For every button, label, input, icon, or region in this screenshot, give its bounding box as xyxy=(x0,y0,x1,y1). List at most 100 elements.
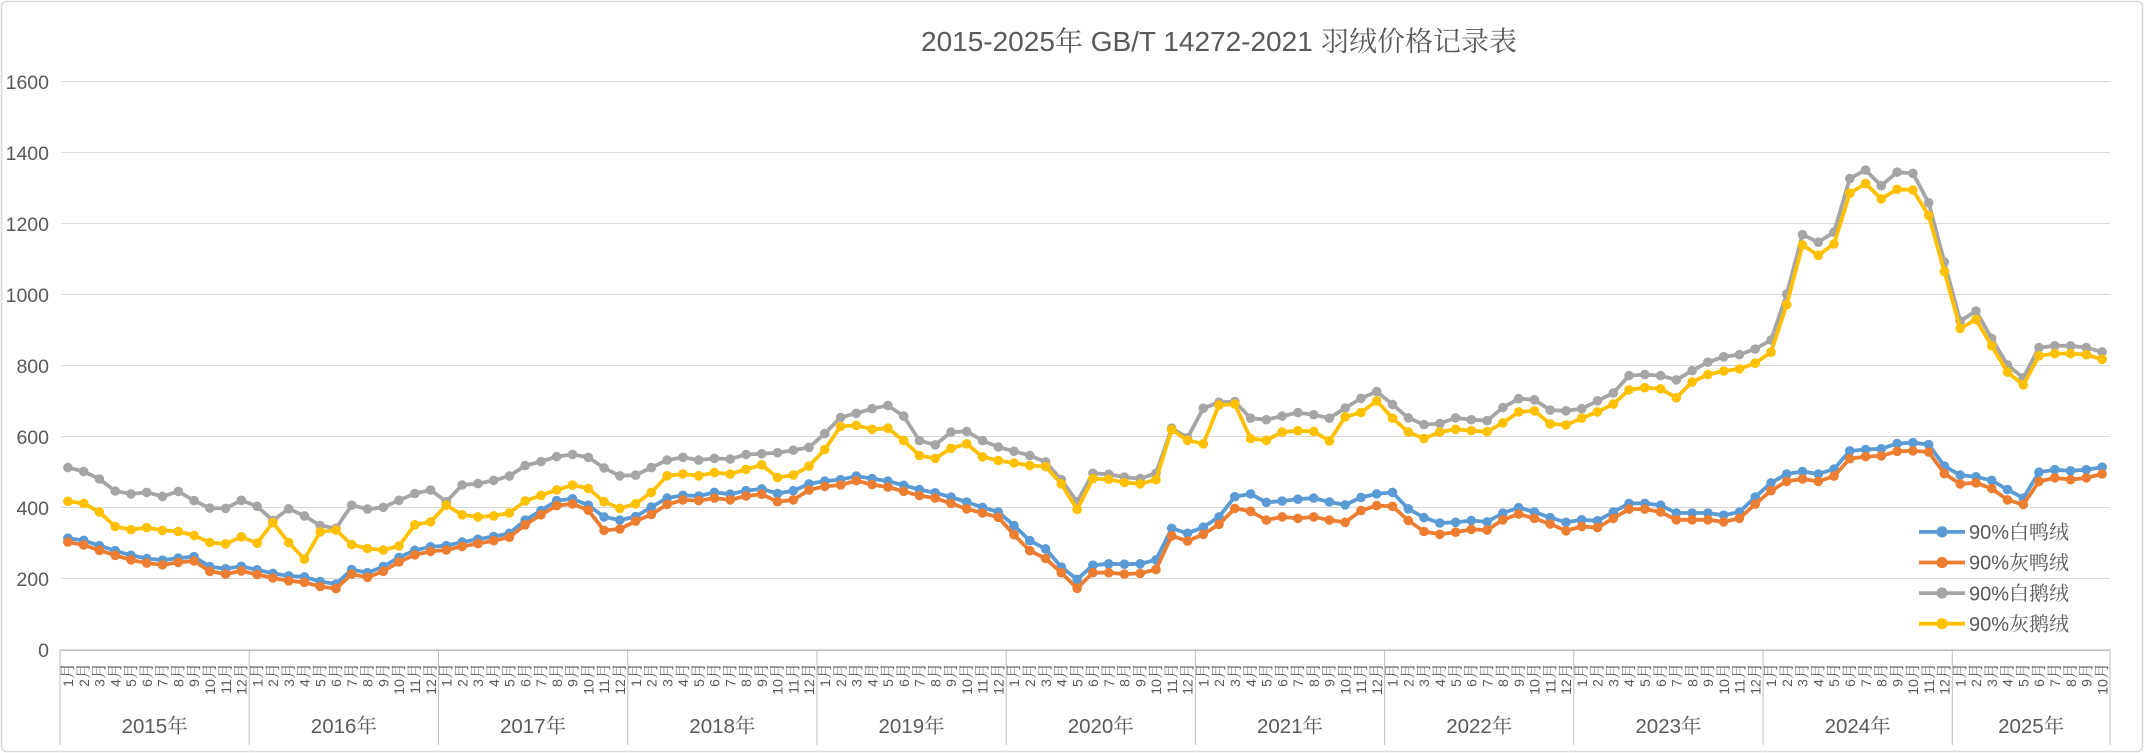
svg-text:10: 10 xyxy=(960,679,976,695)
svg-text:12: 12 xyxy=(992,679,1008,695)
svg-text:9: 9 xyxy=(755,679,771,687)
svg-text:10: 10 xyxy=(1338,679,1354,695)
svg-text:1: 1 xyxy=(440,679,456,687)
svg-text:8: 8 xyxy=(1118,679,1134,687)
svg-text:2025: 2025 xyxy=(1998,715,2044,738)
svg-text:2: 2 xyxy=(1212,679,1228,687)
svg-text:2: 2 xyxy=(1591,679,1607,687)
svg-text:12: 12 xyxy=(1748,679,1764,695)
svg-text:7: 7 xyxy=(723,679,739,687)
svg-text:5: 5 xyxy=(1827,679,1843,687)
svg-text:2022: 2022 xyxy=(1446,715,1492,738)
svg-text:8: 8 xyxy=(928,679,944,687)
svg-text:1: 1 xyxy=(1197,679,1213,687)
svg-text:7: 7 xyxy=(2048,679,2064,687)
svg-text:4: 4 xyxy=(676,679,692,687)
svg-text:6: 6 xyxy=(2032,679,2048,687)
svg-text:4: 4 xyxy=(1055,679,1071,687)
svg-text:6: 6 xyxy=(1086,679,1102,687)
svg-text:3: 3 xyxy=(1796,679,1812,687)
svg-text:2017: 2017 xyxy=(500,715,546,738)
svg-text:3: 3 xyxy=(471,679,487,687)
svg-text:6: 6 xyxy=(1465,679,1481,687)
svg-text:5: 5 xyxy=(1260,679,1276,687)
svg-text:200: 200 xyxy=(16,569,49,591)
svg-text:7: 7 xyxy=(156,679,172,687)
svg-text:8: 8 xyxy=(361,679,377,687)
svg-text:1: 1 xyxy=(61,679,77,687)
svg-text:2015: 2015 xyxy=(122,715,168,738)
svg-text:3: 3 xyxy=(1228,679,1244,687)
svg-text:6: 6 xyxy=(708,679,724,687)
svg-text:11: 11 xyxy=(1733,679,1749,694)
svg-text:4: 4 xyxy=(1433,679,1449,687)
svg-text:9: 9 xyxy=(187,679,203,687)
svg-text:10: 10 xyxy=(582,679,598,695)
svg-text:8: 8 xyxy=(172,679,188,687)
svg-text:5: 5 xyxy=(503,679,519,687)
svg-text:11: 11 xyxy=(1922,679,1938,694)
svg-text:9: 9 xyxy=(1512,679,1528,687)
svg-text:8: 8 xyxy=(1875,679,1891,687)
svg-text:12: 12 xyxy=(613,679,629,695)
svg-text:9: 9 xyxy=(566,679,582,687)
svg-text:5: 5 xyxy=(692,679,708,687)
svg-text:3: 3 xyxy=(1985,679,2001,687)
svg-text:3: 3 xyxy=(1607,679,1623,687)
svg-text:3: 3 xyxy=(660,679,676,687)
svg-text:10: 10 xyxy=(392,679,408,695)
svg-text:3: 3 xyxy=(1039,679,1055,687)
svg-text:9: 9 xyxy=(377,679,393,687)
svg-text:5: 5 xyxy=(1449,679,1465,687)
svg-text:1200: 1200 xyxy=(6,214,50,236)
svg-text:10: 10 xyxy=(771,679,787,695)
svg-text:7: 7 xyxy=(1291,679,1307,687)
svg-text:7: 7 xyxy=(345,679,361,687)
svg-text:12: 12 xyxy=(424,679,440,695)
svg-text:3: 3 xyxy=(93,679,109,687)
svg-text:2015-2025: 2015-2025 xyxy=(921,26,1055,57)
svg-text:11: 11 xyxy=(787,679,803,694)
svg-text:10: 10 xyxy=(203,679,219,695)
svg-text:11: 11 xyxy=(408,679,424,694)
svg-text:5: 5 xyxy=(881,679,897,687)
svg-text:1: 1 xyxy=(1007,679,1023,687)
svg-text:7: 7 xyxy=(1102,679,1118,687)
svg-text:3: 3 xyxy=(282,679,298,687)
svg-text:2016: 2016 xyxy=(311,715,357,738)
svg-text:90%: 90% xyxy=(1969,553,2009,575)
svg-text:1: 1 xyxy=(818,679,834,687)
svg-text:4: 4 xyxy=(108,679,124,687)
svg-text:12: 12 xyxy=(1181,679,1197,695)
svg-text:2020: 2020 xyxy=(1068,715,1114,738)
svg-text:90%: 90% xyxy=(1969,583,2009,605)
svg-text:2: 2 xyxy=(77,679,93,687)
svg-text:90%: 90% xyxy=(1969,614,2009,636)
svg-text:8: 8 xyxy=(1496,679,1512,687)
svg-text:2: 2 xyxy=(1780,679,1796,687)
svg-text:5: 5 xyxy=(2017,679,2033,687)
svg-text:9: 9 xyxy=(2080,679,2096,687)
svg-text:12: 12 xyxy=(802,679,818,695)
svg-text:10: 10 xyxy=(1149,679,1165,695)
svg-text:2: 2 xyxy=(1969,679,1985,687)
svg-text:12: 12 xyxy=(1370,679,1386,695)
svg-text:2: 2 xyxy=(1023,679,1039,687)
svg-text:9: 9 xyxy=(1701,679,1717,687)
svg-text:10: 10 xyxy=(1717,679,1733,695)
svg-text:2: 2 xyxy=(1402,679,1418,687)
svg-text:GB/T 14272-2021: GB/T 14272-2021 xyxy=(1091,26,1313,57)
svg-text:2: 2 xyxy=(834,679,850,687)
svg-text:5: 5 xyxy=(124,679,140,687)
svg-text:7: 7 xyxy=(913,679,929,687)
svg-text:5: 5 xyxy=(1638,679,1654,687)
svg-text:1600: 1600 xyxy=(6,72,50,94)
svg-text:3: 3 xyxy=(850,679,866,687)
svg-text:12: 12 xyxy=(235,679,251,695)
svg-text:9: 9 xyxy=(1323,679,1339,687)
svg-text:7: 7 xyxy=(534,679,550,687)
svg-text:12: 12 xyxy=(1559,679,1575,695)
svg-text:10: 10 xyxy=(1906,679,1922,695)
svg-text:5: 5 xyxy=(1070,679,1086,687)
svg-text:9: 9 xyxy=(1890,679,1906,687)
